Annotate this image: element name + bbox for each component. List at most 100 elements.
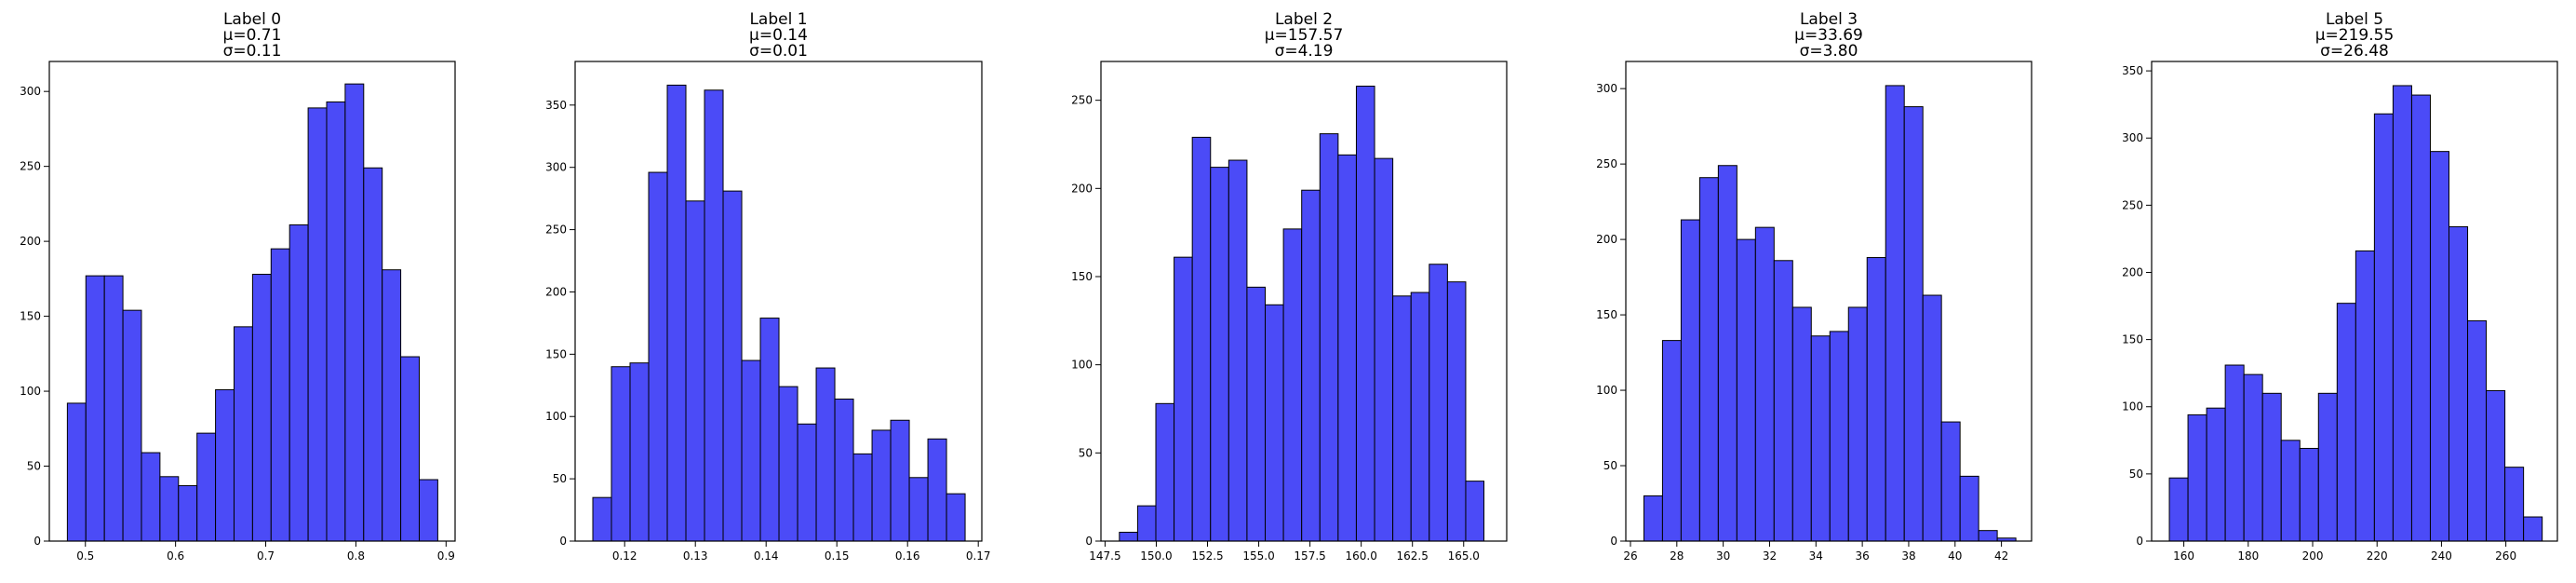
y-tick-label: 100	[545, 410, 567, 423]
histogram-bar	[141, 452, 161, 542]
histogram-bar	[2523, 516, 2543, 542]
y-tick-label: 0	[1085, 535, 1093, 548]
y-tick-label: 350	[2122, 64, 2143, 77]
histogram-bar	[2392, 85, 2412, 542]
x-tick-label: 0.7	[257, 549, 275, 563]
histogram-bar	[1355, 86, 1375, 542]
histogram-bar	[326, 101, 346, 542]
histogram-bar	[1446, 281, 1467, 542]
y-tick-label: 0	[34, 535, 41, 548]
histogram-bar	[927, 438, 947, 542]
histogram-panel-2: Label 2μ=157.57σ=4.19 147.5 150.0 152.5 155.…	[1071, 10, 1508, 563]
histogram-bar	[2261, 392, 2282, 542]
chart-title-line: μ=0.14	[749, 26, 808, 45]
histogram-bar	[178, 484, 198, 542]
y-tick-label: 50	[2129, 468, 2143, 481]
histogram-bar	[629, 362, 650, 542]
histogram-bar	[1429, 264, 1448, 542]
x-tick-label: 40	[1948, 549, 1962, 563]
histogram-bar	[1866, 257, 1886, 542]
histogram-bar	[1119, 532, 1138, 542]
x-tick-label: 32	[1763, 549, 1777, 563]
histogram-bar	[2168, 477, 2189, 542]
histogram-bar	[1773, 260, 1793, 542]
histogram-bar	[1374, 157, 1394, 542]
chart-title-line: Label 5	[2326, 10, 2383, 29]
histogram-bar	[741, 359, 761, 542]
x-tick-label: 220	[2367, 549, 2388, 563]
histogram-bar	[1810, 335, 1831, 542]
chart-title-line: σ=4.19	[1275, 42, 1334, 61]
y-tick-label: 0	[1610, 535, 1617, 548]
histogram-bar	[2187, 414, 2207, 542]
axes-frame	[2151, 61, 2558, 542]
histogram-bar	[666, 84, 687, 542]
chart-title-line: σ=26.48	[2320, 42, 2389, 61]
histogram-bar	[1410, 292, 1430, 542]
x-tick-label: 200	[2302, 549, 2324, 563]
histogram-panel-0: Label 0μ=0.71σ=0.11 0.5 0.6 0.7 0.8 0.9 0 50 100…	[20, 10, 456, 563]
histogram-bar	[1337, 154, 1357, 542]
y-tick-label: 150	[545, 347, 567, 360]
chart-title-line: σ=0.01	[749, 42, 808, 61]
y-tick-label: 0	[2136, 535, 2143, 548]
x-tick-label: 162.5	[1397, 549, 1429, 563]
histogram-bar	[1847, 306, 1868, 542]
y-tick-label: 250	[545, 224, 567, 237]
histogram-bar	[1301, 189, 1321, 542]
y-tick-label: 300	[1596, 82, 1617, 95]
histogram-bar	[1698, 177, 1719, 542]
histogram-bar	[1661, 340, 1682, 542]
y-tick-label: 50	[1603, 459, 1617, 472]
histogram-bar	[1643, 495, 1663, 542]
y-tick-label: 350	[545, 99, 567, 112]
histogram-bar	[2467, 319, 2488, 542]
histogram-bar	[159, 476, 180, 542]
chart-title-line: μ=157.57	[1265, 26, 1344, 45]
histogram-bar	[685, 200, 705, 542]
histogram-bar	[344, 83, 365, 542]
histogram-bar	[2299, 447, 2319, 542]
y-tick-label: 100	[20, 385, 41, 398]
histogram-bar	[1228, 159, 1248, 542]
histogram-bar	[122, 309, 142, 542]
histogram-bar	[1885, 85, 1905, 542]
x-tick-label: 34	[1809, 549, 1823, 563]
chart-title-line: μ=219.55	[2315, 26, 2395, 45]
histogram-bar	[722, 190, 743, 542]
x-tick-label: 160	[2173, 549, 2194, 563]
histogram-bar	[1136, 505, 1157, 542]
x-tick-label: 0.5	[76, 549, 94, 563]
x-tick-label: 0.14	[754, 549, 779, 563]
histogram-bar	[1736, 238, 1756, 542]
x-tick-label: 42	[1994, 549, 2008, 563]
y-tick-label: 100	[1596, 384, 1617, 397]
histogram-bar	[1174, 256, 1193, 542]
histogram-bar	[2280, 440, 2301, 542]
y-tick-label: 0	[559, 535, 567, 548]
histogram-panel-4: Label 5μ=219.55σ=26.48 160 180 200 220 240 260…	[2122, 10, 2558, 563]
histogram-bar	[363, 167, 383, 542]
x-tick-label: 0.9	[437, 549, 455, 563]
y-tick-label: 100	[2122, 400, 2143, 414]
histogram-bar	[1392, 295, 1412, 542]
histogram-bar	[2243, 373, 2263, 542]
histogram-bar	[1829, 331, 1849, 542]
x-tick-label: 0.13	[683, 549, 708, 563]
x-tick-label: 26	[1623, 549, 1637, 563]
histogram-bar	[1922, 294, 1942, 542]
histogram-bar	[1191, 136, 1212, 542]
axes-frame	[48, 61, 456, 542]
y-tick-label: 250	[1071, 94, 1093, 107]
x-tick-label: 0.6	[167, 549, 184, 563]
y-tick-label: 50	[27, 460, 41, 473]
x-tick-label: 0.12	[612, 549, 637, 563]
histogram-bar	[871, 429, 892, 542]
histogram-bar	[1940, 421, 1961, 542]
x-tick-label: 160.0	[1345, 549, 1376, 563]
histogram-bar	[1959, 475, 1979, 542]
x-tick-label: 0.16	[895, 549, 920, 563]
x-tick-label: 152.5	[1191, 549, 1223, 563]
y-tick-label: 250	[1596, 157, 1617, 170]
